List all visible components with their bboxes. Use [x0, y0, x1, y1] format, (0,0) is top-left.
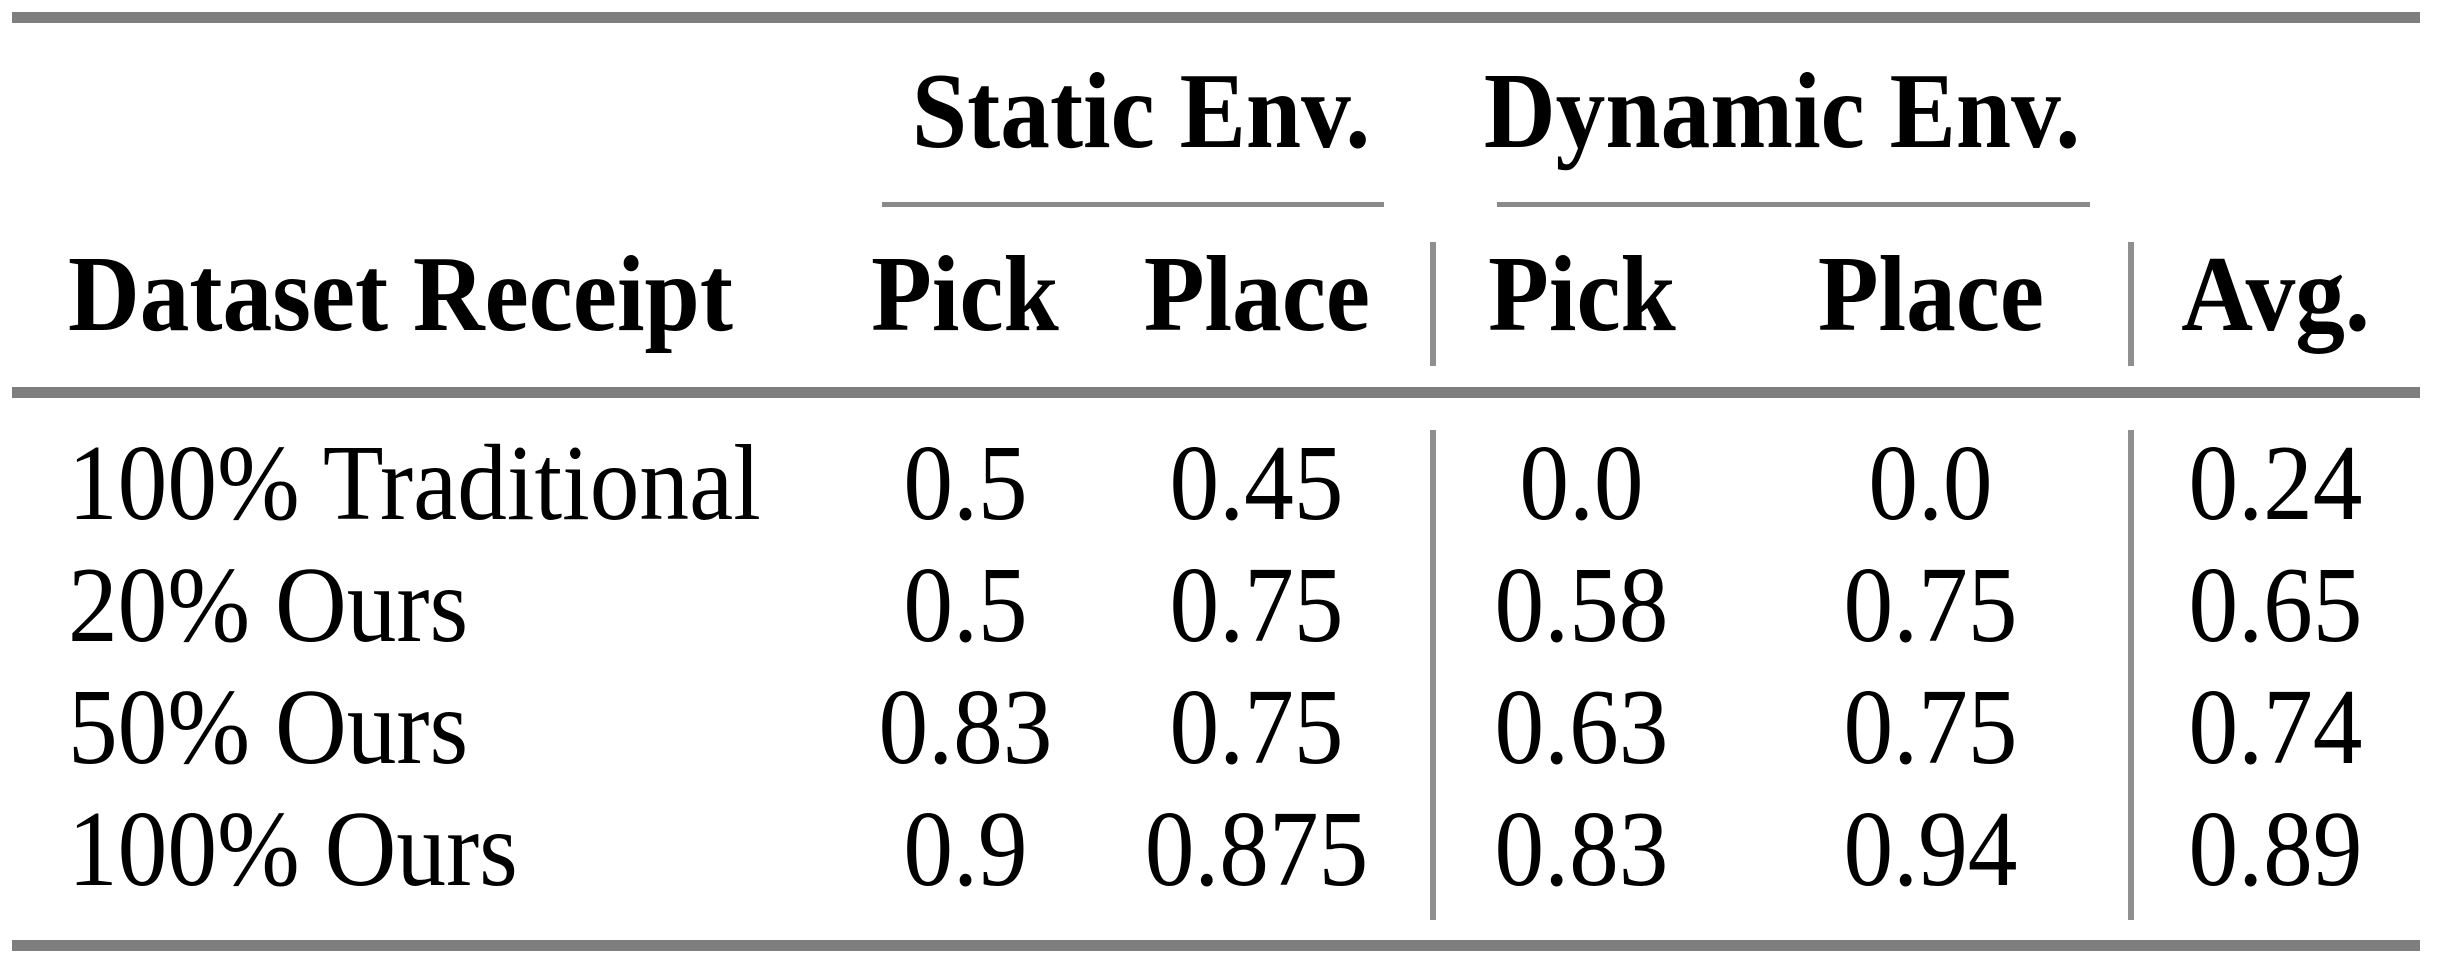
cell-value: 0.875: [1144, 790, 1369, 909]
cell-value: 0.0: [1519, 424, 1644, 543]
cell-value: 0.75: [1843, 668, 2018, 787]
cell-value: 0.58: [1494, 546, 1669, 665]
cmidrule-static-env: [882, 202, 1384, 207]
column-header-dynamic-pick: Pick: [1487, 235, 1676, 354]
group-header-static-env: Static Env.: [912, 52, 1371, 171]
cell-value: 0.65: [2188, 546, 2363, 665]
vline-avg-header: [2128, 242, 2134, 366]
top-rule: [12, 12, 2420, 23]
cell-value: 0.94: [1843, 790, 2018, 909]
cell-value: 0.5: [902, 424, 1028, 543]
mid-rule: [12, 387, 2420, 398]
column-header-dataset-receipt: Dataset Receipt: [68, 235, 733, 354]
row-label: 50% Ours: [68, 668, 469, 787]
cell-value: 0.83: [878, 668, 1052, 787]
cell-value: 0.83: [1494, 790, 1669, 909]
row-label: 100% Traditional: [68, 424, 761, 543]
vline-static-dynamic-header: [1430, 242, 1436, 366]
cell-value: 0.9: [902, 790, 1028, 909]
vline-avg-body: [2128, 430, 2134, 920]
cell-value: 0.75: [1169, 668, 1344, 787]
group-header-dynamic-env: Dynamic Env.: [1483, 52, 2081, 171]
row-label: 100% Ours: [68, 790, 518, 909]
vline-static-dynamic-body: [1430, 430, 1436, 920]
column-header-dynamic-place: Place: [1817, 235, 2044, 354]
row-label: 20% Ours: [68, 546, 469, 665]
cell-value: 0.75: [1843, 546, 2018, 665]
cell-value: 0.75: [1169, 546, 1344, 665]
cell-value: 0.24: [2188, 424, 2363, 543]
column-header-static-pick: Pick: [871, 235, 1059, 354]
cell-value: 0.45: [1169, 424, 1344, 543]
column-header-static-place: Place: [1143, 235, 1370, 354]
cell-value: 0.63: [1494, 668, 1669, 787]
column-header-avg: Avg.: [2181, 235, 2370, 354]
cell-value: 0.0: [1868, 424, 1993, 543]
cell-value: 0.89: [2188, 790, 2363, 909]
bottom-rule: [12, 940, 2420, 951]
cell-value: 0.5: [902, 546, 1028, 665]
cmidrule-dynamic-env: [1497, 202, 2090, 207]
cell-value: 0.74: [2188, 668, 2363, 787]
